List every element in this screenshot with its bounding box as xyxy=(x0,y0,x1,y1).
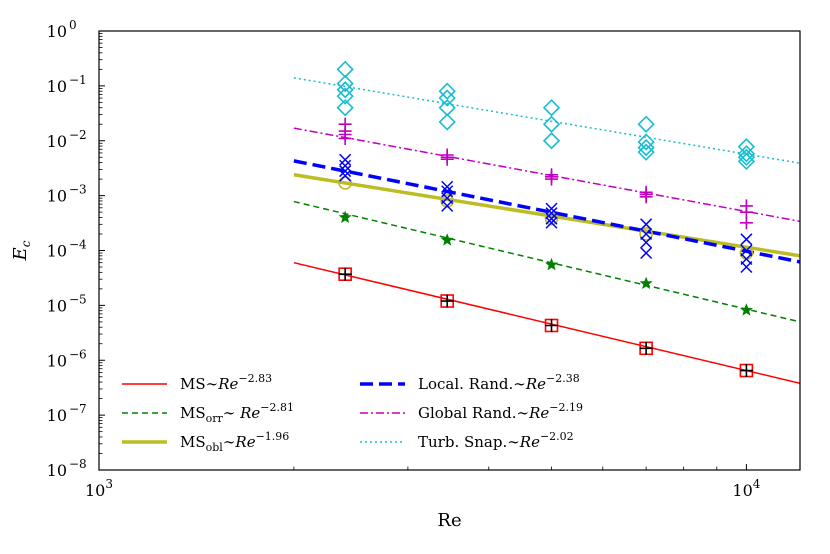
marker-x-4-0 xyxy=(339,153,352,166)
marker-plus-5-6 xyxy=(440,152,454,166)
marker-diamond-6-0 xyxy=(336,60,354,78)
marker-plus-1-1 xyxy=(440,294,454,308)
marker-diamond-6-5 xyxy=(438,82,456,100)
marker-diamond-6-8 xyxy=(438,113,456,131)
y-tick-label: 10 −4 xyxy=(47,238,87,261)
marker-plus-1-2 xyxy=(545,318,559,332)
marker-diamond-6-14 xyxy=(637,138,655,157)
marker-star-2-0 xyxy=(338,210,352,223)
y-tick-label: 10 −2 xyxy=(47,128,87,151)
legend-entry: Local. Rand.∼Re−2.38 xyxy=(360,372,580,393)
marker-x-4-19 xyxy=(740,260,753,274)
marker-x-4-7 xyxy=(441,199,454,212)
y-tick-label: 10 −6 xyxy=(47,347,87,370)
y-tick-label: 10 −7 xyxy=(47,402,87,425)
legend-label: Turb. Snap.∼Re−2.02 xyxy=(418,430,574,451)
marker-diamond-6-17 xyxy=(737,145,756,163)
y-tick-label: 10 0 xyxy=(47,18,77,41)
y-tick-label: 10 −3 xyxy=(47,183,87,206)
marker-x-4-3 xyxy=(339,169,352,182)
marker-plus-5-3 xyxy=(338,131,352,145)
marker-plus-5-15 xyxy=(739,216,753,230)
legend-label: MSobl∼Re−1.96 xyxy=(180,430,289,454)
marker-plus-1-0 xyxy=(338,267,352,281)
x-axis-title: Re xyxy=(437,510,461,531)
legend-label: MSorr∼ Re−2.81 xyxy=(180,401,294,425)
legend: MS∼Re−2.83 MSorr∼ Re−2.81 MSobl∼Re−1.96 Loc… xyxy=(122,372,583,454)
x-tick-label: 103 xyxy=(85,477,113,500)
legend-label: Global Rand.∼Re−2.19 xyxy=(418,401,583,422)
marker-diamond-6-19 xyxy=(737,152,756,171)
marker-circle-3-0 xyxy=(338,176,352,190)
fit-line-0 xyxy=(293,261,800,385)
marker-x-4-10 xyxy=(545,212,558,225)
y-tick-label: 10 −1 xyxy=(47,73,87,96)
fit-line-1 xyxy=(293,200,800,323)
marker-diamond-6-2 xyxy=(336,81,354,99)
marker-star-2-3 xyxy=(639,276,653,290)
marker-x-4-13 xyxy=(640,227,653,241)
marker-x-4-16 xyxy=(740,233,753,246)
x-tick-label: 104 xyxy=(732,477,760,500)
marker-diamond-6-13 xyxy=(637,133,655,151)
marker-diamond-6-4 xyxy=(336,99,354,117)
marker-x-4-14 xyxy=(640,236,653,249)
y-tick-label: 10 −8 xyxy=(47,457,87,480)
marker-diamond-6-11 xyxy=(542,132,561,150)
marker-x-4-9 xyxy=(545,207,558,220)
marker-diamond-6-3 xyxy=(336,87,354,105)
marker-star-2-1 xyxy=(440,233,454,246)
marker-plus-1-4 xyxy=(739,364,753,378)
marker-x-4-8 xyxy=(545,202,558,215)
axis-ticks xyxy=(98,30,747,471)
marker-plus-5-12 xyxy=(639,190,653,204)
marker-x-4-2 xyxy=(339,165,352,178)
marker-plus-5-9 xyxy=(545,172,559,186)
legend-entry: Turb. Snap.∼Re−2.02 xyxy=(360,430,574,451)
legend-label: MS∼Re−2.83 xyxy=(180,372,272,393)
marker-diamond-6-10 xyxy=(542,115,561,133)
marker-x-4-4 xyxy=(441,180,454,193)
data-markers xyxy=(336,60,756,378)
marker-star-2-4 xyxy=(739,303,753,316)
fit-line-3 xyxy=(293,159,800,264)
marker-x-4-1 xyxy=(339,159,352,172)
marker-diamond-6-12 xyxy=(637,115,655,133)
marker-x-4-15 xyxy=(640,246,653,260)
fit-lines xyxy=(293,77,800,385)
marker-diamond-6-9 xyxy=(542,99,561,117)
marker-x-4-12 xyxy=(640,218,653,231)
legend-entry: MSorr∼ Re−2.81 xyxy=(122,401,294,425)
legend-label: Local. Rand.∼Re−2.38 xyxy=(418,372,580,393)
marker-diamond-6-1 xyxy=(336,74,354,93)
legend-entry: MSobl∼Re−1.96 xyxy=(122,430,289,454)
y-axis-title: Ec xyxy=(10,240,33,261)
marker-diamond-6-15 xyxy=(637,143,655,161)
marker-plus-1-3 xyxy=(639,341,653,355)
marker-x-4-17 xyxy=(740,244,753,257)
legend-entry: MS∼Re−2.83 xyxy=(122,372,272,393)
marker-circle-3-3 xyxy=(639,227,653,241)
marker-x-4-11 xyxy=(545,216,558,229)
legend-entry: Global Rand.∼Re−2.19 xyxy=(360,401,583,422)
marker-diamond-6-6 xyxy=(438,89,456,107)
marker-diamond-6-18 xyxy=(737,148,756,166)
marker-star-2-2 xyxy=(545,257,559,271)
y-tick-label: 10 −5 xyxy=(47,292,87,315)
